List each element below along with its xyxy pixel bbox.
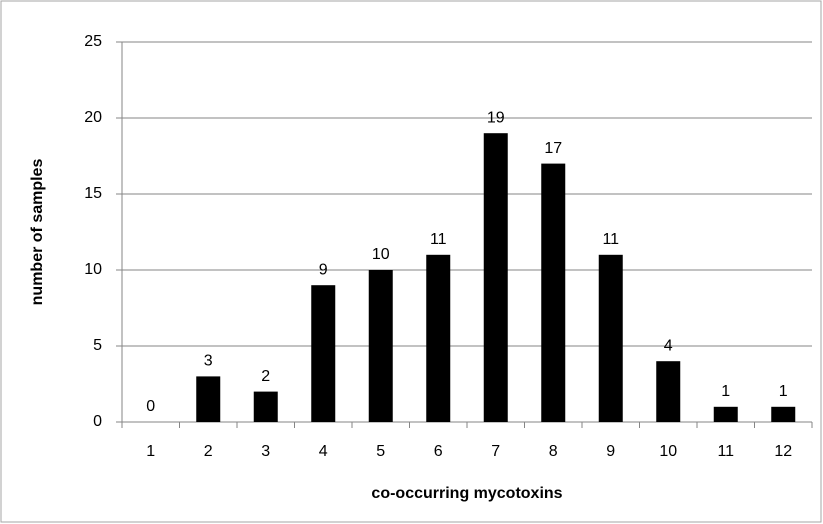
bar — [196, 376, 221, 422]
x-tick-label: 9 — [606, 443, 615, 460]
x-tick-label: 8 — [549, 443, 558, 460]
data-label: 0 — [146, 398, 155, 415]
data-label: 19 — [487, 109, 505, 126]
x-tick-label: 2 — [204, 443, 213, 460]
bar — [541, 163, 566, 422]
x-tick-label: 10 — [659, 443, 677, 460]
x-tick-label: 1 — [146, 443, 155, 460]
bar — [253, 391, 278, 422]
data-label: 17 — [544, 140, 562, 157]
bar — [483, 133, 508, 422]
data-label: 10 — [372, 246, 390, 263]
y-tick-label: 10 — [84, 261, 102, 278]
y-tick-label: 20 — [84, 109, 102, 126]
bar — [713, 406, 738, 422]
data-label: 2 — [261, 368, 270, 385]
data-label: 11 — [602, 231, 619, 248]
data-label: 3 — [204, 353, 213, 370]
x-tick-label: 7 — [491, 443, 500, 460]
x-tick-label: 12 — [774, 443, 792, 460]
bar — [656, 361, 681, 422]
y-axis-title: number of samples — [29, 159, 46, 306]
data-label: 4 — [664, 337, 673, 354]
x-tick-label: 3 — [261, 443, 270, 460]
x-tick-label: 6 — [434, 443, 443, 460]
bar — [598, 254, 623, 422]
bar — [311, 285, 336, 422]
x-axis-title: co-occurring mycotoxins — [371, 485, 562, 502]
y-tick-label: 0 — [93, 413, 102, 430]
data-label: 11 — [430, 231, 447, 248]
x-tick-label: 4 — [319, 443, 328, 460]
x-tick-label: 11 — [717, 443, 734, 460]
y-tick-label: 15 — [84, 185, 102, 202]
y-tick-label: 5 — [93, 337, 102, 354]
data-label: 1 — [721, 383, 730, 400]
data-label: 1 — [779, 383, 788, 400]
bar — [426, 254, 451, 422]
y-tick-label: 25 — [84, 33, 102, 50]
data-label: 9 — [319, 261, 328, 278]
x-tick-label: 5 — [376, 443, 385, 460]
bar — [771, 406, 796, 422]
bar — [368, 270, 393, 422]
